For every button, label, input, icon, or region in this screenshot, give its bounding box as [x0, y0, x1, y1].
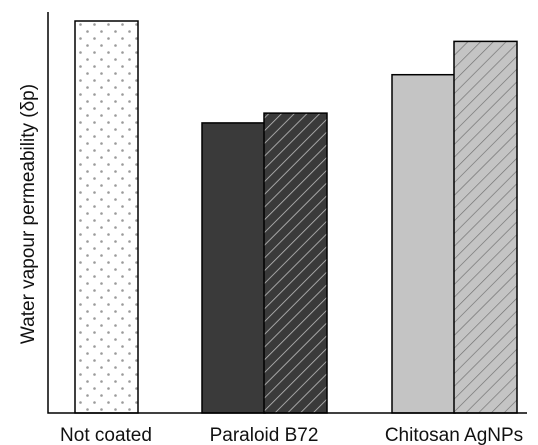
axis-frame [47, 12, 527, 414]
bar-paraloid-b72-solid [201, 122, 266, 414]
bar-chitosan-agnps-solid [391, 73, 456, 414]
bar-paraloid-b72-hatch [263, 112, 328, 414]
x-tick-label-chitosan-agnps: Chitosan AgNPs [385, 425, 523, 445]
x-tick-label-not-coated: Not coated [60, 425, 152, 445]
y-axis-title: Water vapour permeability (δp) [18, 84, 39, 344]
x-tick-label-paraloid-b72: Paraloid B72 [210, 425, 319, 445]
bar-not-coated-dots [74, 20, 139, 414]
bars-group [74, 20, 518, 414]
bar-chitosan-agnps-hatch [453, 40, 518, 414]
